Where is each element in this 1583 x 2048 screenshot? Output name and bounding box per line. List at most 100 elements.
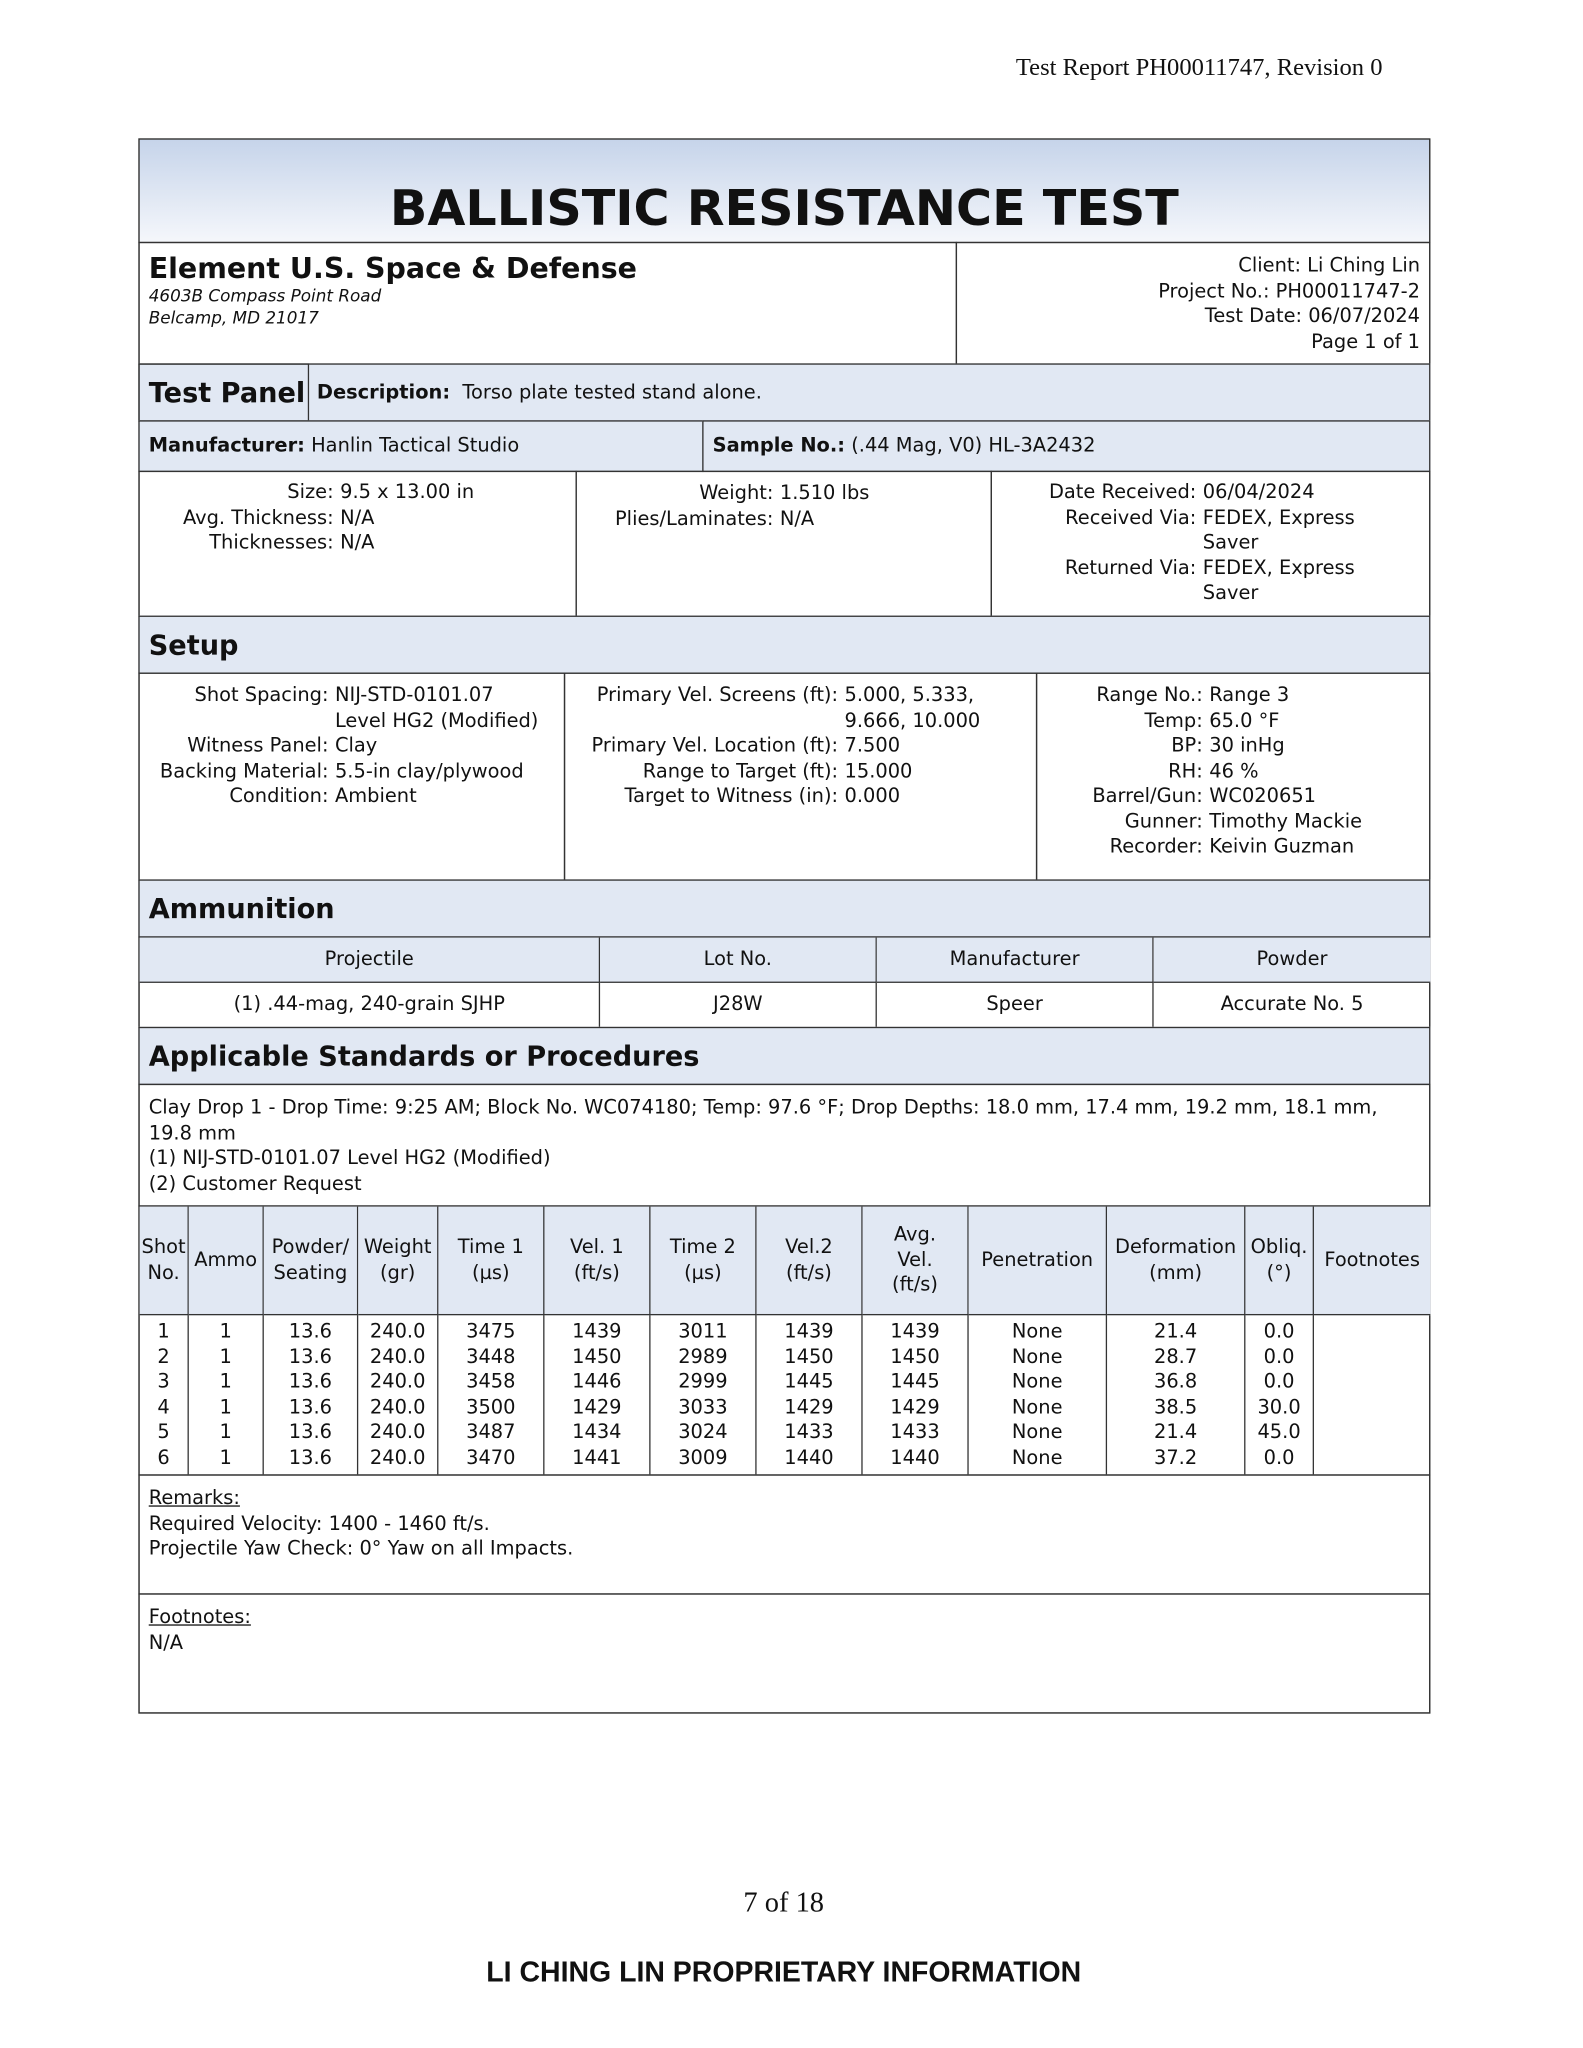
detail-list: Weight: 1.510 lbs Plies/Laminates: N/A [576, 481, 987, 531]
detail-label: Condition: [229, 783, 329, 808]
shots-cell: 240.0 [369, 1369, 426, 1393]
shots-cell: 2999 [678, 1369, 728, 1393]
detail-value: FEDEX, Express Saver [1202, 555, 1355, 604]
detail-label: Thicknesses: [209, 530, 334, 554]
detail-label: Temp: [1144, 708, 1203, 732]
detail-value: 06/04/2024 [1202, 479, 1315, 504]
detail-value: Keivin Guzman [1209, 834, 1355, 858]
detail-label: Recorder: [1109, 834, 1203, 858]
shots-cell: 3009 [678, 1445, 728, 1469]
shots-cell: 1450 [890, 1344, 940, 1368]
shots-header-cell: Time 2 (µs) [650, 1206, 757, 1316]
detail-list: Shot Spacing: NIJ-STD-0101.07 Level HG2 (… [138, 683, 548, 809]
shots-header-cell: Obliq. (°) [1245, 1206, 1314, 1316]
shots-cell: 240.0 [369, 1394, 426, 1419]
shots-header-cell: Time 1 (µs) [438, 1206, 545, 1316]
shots-header-cell: Vel. 1 (ft/s) [544, 1206, 651, 1316]
shots-cell: 1 [219, 1445, 232, 1469]
ammo-cell: J28W [600, 982, 877, 1027]
address-line: Belcamp, MD 21017 [148, 309, 319, 329]
detail-label: Gunner: [1124, 808, 1203, 833]
description-label: Description: [316, 380, 451, 404]
shots-cell: 1 [219, 1420, 232, 1444]
shots-cell: 45.0 [1257, 1420, 1301, 1444]
shots-cell: 1439 [784, 1319, 834, 1343]
shots-column [1314, 1315, 1430, 1474]
shots-cell: 6 [157, 1445, 170, 1469]
detail-label: Returned Via: [1064, 555, 1197, 579]
client-line: Project No.: PH00011747-2 [1158, 278, 1421, 302]
shots-cell: 13.6 [288, 1420, 332, 1444]
shots-cell: None [1011, 1420, 1063, 1444]
shots-cell: 2989 [678, 1344, 728, 1368]
shots-cell: 3033 [678, 1394, 728, 1419]
ammo-cell: Accurate No. 5 [1220, 992, 1364, 1016]
shots-cell: 2 [157, 1344, 170, 1368]
detail-value: 5.5-in clay/plywood [334, 758, 524, 782]
detail-list: Date Received: 06/04/2024 Received Via: FED… [991, 480, 1365, 606]
standards-line: (1) NIJ-STD-0101.07 Level HG2 (Modified) [148, 1145, 551, 1170]
shots-cell: 1429 [784, 1394, 834, 1419]
shots-cell: 240.0 [369, 1420, 426, 1444]
detail-label: Received Via: [1065, 505, 1197, 529]
shots-column: 240.0 240.0 240.0 240.0 240.0 240.0 [358, 1315, 439, 1475]
shots-cell: 1 [219, 1319, 232, 1343]
shots-cell: 3 [157, 1369, 170, 1393]
shots-cell: 0.0 [1263, 1369, 1295, 1393]
client-line: Test Date: 06/07/2024 [1204, 303, 1421, 328]
shots-header-cell: Deformation (mm) [1107, 1206, 1246, 1316]
sample-cell: Sample No.: (.44 Mag, V0) HL-3A2432 [702, 420, 1431, 473]
detail-label: Shot Spacing: [194, 682, 329, 707]
report-title: BALLISTIC RESISTANCE TEST [389, 179, 1179, 237]
shots-cell: 1445 [784, 1369, 834, 1393]
footnotes-label: Footnotes: [148, 1604, 251, 1629]
ammo-header-cell: Powder [1153, 937, 1431, 983]
shots-cell: 28.7 [1153, 1344, 1198, 1368]
shots-cell: 3024 [678, 1420, 728, 1444]
detail-label: Weight: [699, 481, 774, 505]
address-line: 4603B Compass Point Road [148, 287, 382, 307]
shots-cell: 1450 [784, 1344, 834, 1368]
detail-value: NIJ-STD-0101.07 Level HG2 (Modified) [334, 682, 539, 732]
detail-value: WC020651 [1209, 783, 1317, 808]
shots-cell: 30.0 [1257, 1394, 1301, 1419]
ammo-header: Ammunition [138, 879, 1431, 938]
remarks-line: Required Velocity: 1400 - 1460 ft/s. [148, 1511, 490, 1535]
shots-header-cell: Penetration [968, 1206, 1108, 1316]
sample-label: Sample No.: [712, 433, 846, 457]
shots-cell: 1 [219, 1394, 232, 1419]
detail-value: FEDEX, Express Saver [1202, 505, 1355, 554]
shots-cell: 1446 [572, 1369, 622, 1393]
sample-value: (.44 Mag, V0) HL-3A2432 [851, 433, 1096, 457]
detail-list: Size: 9.5 x 13.00 in Avg. Thickness: N/A Thi… [138, 480, 573, 556]
shots-cell: 240.0 [369, 1445, 426, 1469]
standards-title: Applicable Standards or Procedures [148, 1040, 700, 1072]
manufacturer-cell: Manufacturer: Hanlin Tactical Studio [138, 420, 704, 473]
report-header: Test Report PH00011747, Revision 0 [1015, 54, 1383, 82]
shots-cell: 3011 [678, 1319, 728, 1343]
detail-value: N/A [340, 530, 375, 554]
standards-line: (2) Customer Request [148, 1171, 362, 1195]
shots-cell: 13.6 [288, 1344, 332, 1368]
shots-column: None None None None None None [969, 1315, 1108, 1475]
shots-cell: 38.5 [1153, 1394, 1198, 1419]
title-row: BALLISTIC RESISTANCE TEST [138, 138, 1431, 244]
shots-header-cell: Shot No. [139, 1206, 189, 1316]
shots-cell: 1 [219, 1369, 232, 1393]
shots-cell: 1433 [890, 1420, 940, 1444]
detail-value: Range 3 [1209, 682, 1290, 707]
shots-cell: 1450 [572, 1344, 622, 1368]
shots-cell: 5 [157, 1420, 170, 1444]
shots-cell: None [1011, 1394, 1063, 1419]
ammo-table: Projectile (1) .44-mag, 240-grain SJHP Lot… [138, 936, 1431, 1029]
shots-cell: 3448 [466, 1344, 516, 1368]
standards-line: Clay Drop 1 - Drop Time: 9:25 AM; Block … [148, 1095, 1378, 1144]
description: Description: Torso plate tested stand al… [317, 380, 762, 403]
detail-label: Range to Target (ft): [642, 758, 839, 782]
shots-cell: 0.0 [1263, 1344, 1295, 1368]
shots-cell: 3487 [466, 1420, 516, 1444]
ammo-cell: (1) .44-mag, 240-grain SJHP [140, 982, 601, 1027]
shots-cell: 1439 [572, 1319, 622, 1343]
